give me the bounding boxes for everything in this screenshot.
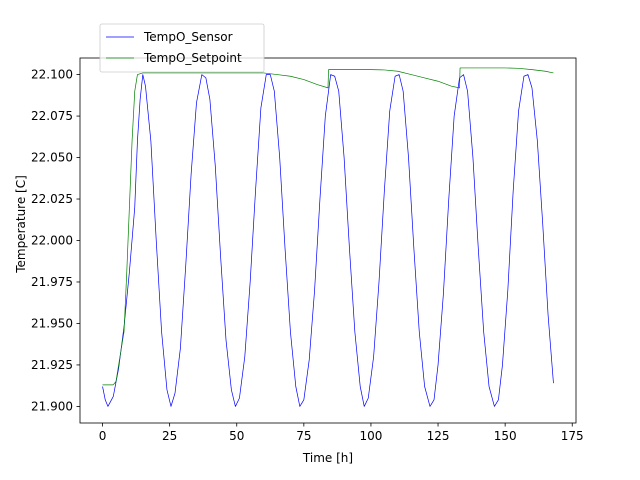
y-tick-label: 22.050 [31, 151, 73, 165]
legend-label-sensor: TempO_Sensor [143, 30, 233, 44]
y-tick-label: 22.025 [31, 192, 73, 206]
y-tick-label: 22.100 [31, 68, 73, 82]
y-axis-label: Temperature [C] [14, 175, 28, 274]
y-tick-label: 21.975 [31, 275, 73, 289]
x-tick-label: 75 [296, 429, 311, 443]
y-tick-label: 21.900 [31, 399, 73, 413]
legend-box [99, 23, 265, 73]
x-tick-label: 150 [494, 429, 517, 443]
x-tick-label: 125 [427, 429, 450, 443]
y-tick-label: 22.075 [31, 109, 73, 123]
series-line-setpoint [102, 67, 554, 386]
series-layer [102, 67, 554, 407]
x-tick-label: 50 [229, 429, 244, 443]
series-line-sensor [102, 74, 554, 407]
x-tick-label: 175 [561, 429, 584, 443]
y-axis: 21.900 21.925 21.950 21.975 22.000 22.025 22.0… [31, 68, 80, 413]
legend: TempO_Sensor TempO_Setpoint [99, 23, 265, 73]
x-axis-label: Time [h] [302, 451, 353, 465]
y-tick-label: 21.925 [31, 358, 73, 372]
x-tick-label: 25 [162, 429, 177, 443]
legend-label-setpoint: TempO_Setpoint [143, 51, 242, 65]
y-tick-label: 22.000 [31, 234, 73, 248]
x-axis: 0 25 50 75 100 125 150 175 [99, 423, 584, 443]
x-tick-label: 100 [359, 429, 382, 443]
plot-background [80, 58, 576, 423]
x-tick-label: 0 [99, 429, 107, 443]
y-tick-label: 21.950 [31, 316, 73, 330]
